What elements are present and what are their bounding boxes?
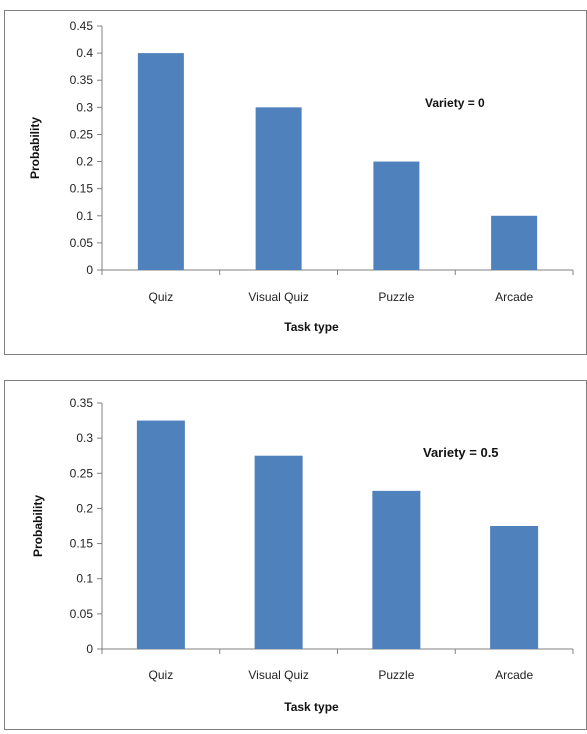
y-tick-label: 0.4: [76, 46, 93, 60]
bar-arcade: [490, 526, 539, 649]
y-tick-label: 0.25: [70, 466, 94, 480]
y-tick-label: 0: [86, 263, 93, 277]
x-category-label: Puzzle: [378, 290, 414, 304]
bar-arcade: [491, 215, 538, 270]
bar-visual-quiz: [255, 107, 302, 270]
x-category-label: Visual Quiz: [248, 290, 308, 304]
bar-chart-variety-0: 0 0.05 0.1 0.15 0.2 0.25 0.3 0.35 0.4 0.45 Quiz Vis…: [28, 19, 574, 334]
y-tick-label: 0.2: [76, 155, 93, 169]
bar-visual-quiz: [254, 455, 303, 649]
x-axis-title: Task type: [284, 700, 339, 714]
y-tick-label: 0.45: [70, 19, 94, 33]
y-tick-label: 0.1: [76, 572, 93, 586]
x-axis-title: Task type: [284, 320, 339, 334]
bar-puzzle: [373, 161, 420, 270]
chart-panel-variety-0: 0 0.05 0.1 0.15 0.2 0.25 0.3 0.35 0.4 0.45 Quiz Vis…: [4, 10, 587, 355]
y-axis-title: Probability: [31, 495, 45, 557]
bar-quiz: [136, 420, 185, 649]
bar-quiz: [137, 53, 184, 270]
variety-annotation: Variety = 0: [425, 96, 485, 110]
chart-panel-variety-0-5: 0 0.05 0.1 0.15 0.2 0.25 0.3 0.35 Quiz Visual Qui…: [4, 380, 587, 730]
x-category-label: Visual Quiz: [248, 668, 308, 682]
x-category-label: Quiz: [149, 668, 174, 682]
y-tick-label: 0.15: [70, 537, 94, 551]
y-axis-title: Probability: [28, 117, 42, 179]
y-tick-label: 0.3: [76, 100, 93, 114]
y-tick-label: 0.35: [70, 396, 94, 410]
variety-annotation: Variety = 0.5: [423, 445, 499, 460]
x-category-label: Arcade: [495, 290, 533, 304]
x-category-label: Puzzle: [378, 668, 414, 682]
x-category-label: Arcade: [495, 668, 533, 682]
y-tick-label: 0.15: [70, 182, 94, 196]
bar-chart-variety-0-5: 0 0.05 0.1 0.15 0.2 0.25 0.3 0.35 Quiz Visual Qui…: [31, 396, 574, 714]
y-tick-label: 0.3: [76, 431, 93, 445]
y-tick-label: 0.05: [70, 607, 94, 621]
y-tick-label: 0.05: [70, 236, 94, 250]
y-tick-label: 0.25: [70, 127, 94, 141]
y-tick-label: 0.35: [70, 73, 94, 87]
y-tick-label: 0.1: [76, 209, 93, 223]
y-tick-label: 0: [86, 642, 93, 656]
y-tick-label: 0.2: [76, 501, 93, 515]
bar-puzzle: [372, 490, 421, 649]
x-category-label: Quiz: [149, 290, 174, 304]
cropped-caption-strip: [0, 0, 587, 10]
